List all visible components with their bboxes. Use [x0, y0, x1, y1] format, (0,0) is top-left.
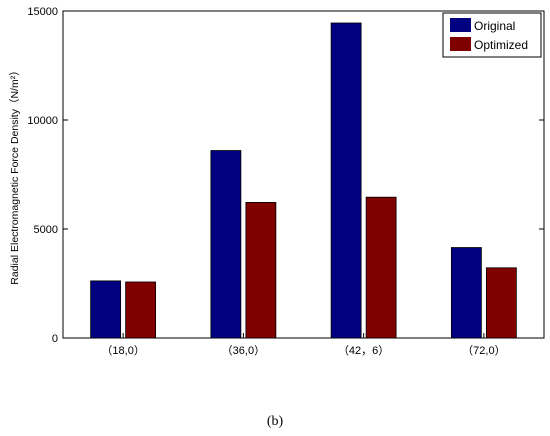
legend-label-original: Original: [474, 19, 515, 33]
figure-caption: (b): [267, 414, 284, 429]
y-tick-label: 15000: [27, 6, 58, 18]
bar-optimized-2: [245, 202, 277, 339]
legend: Original Optimized: [442, 12, 542, 58]
y-tick-label: 5000: [34, 224, 58, 236]
x-tick-label: （72,0）: [462, 344, 505, 357]
x-tick-label: （42，6）: [338, 344, 389, 357]
x-tick-label: （18,0）: [101, 344, 144, 357]
bar-original-3: [330, 22, 362, 339]
x-axis-ticks: （18,0） （36,0） （42，6） （72,0）: [101, 333, 506, 357]
bars-group: [90, 22, 517, 339]
y-tick-label: 10000: [27, 115, 58, 127]
bar-optimized-3: [365, 196, 397, 339]
legend-swatch-original: [450, 18, 471, 32]
y-axis-label: Radial Electromagnetic Force Density（N/m…: [9, 65, 21, 284]
bar-original-1: [90, 280, 122, 339]
bar-original-4: [450, 247, 482, 339]
y-axis-ticks: 0 5000 10000 15000: [27, 6, 544, 345]
bar-optimized-4: [485, 267, 517, 339]
legend-label-optimized: Optimized: [474, 38, 528, 52]
y-tick-label: 0: [52, 333, 58, 345]
legend-swatch-optimized: [450, 37, 471, 51]
x-tick-label: （36,0）: [222, 344, 265, 357]
bar-optimized-1: [125, 281, 157, 339]
bar-original-2: [210, 150, 242, 339]
